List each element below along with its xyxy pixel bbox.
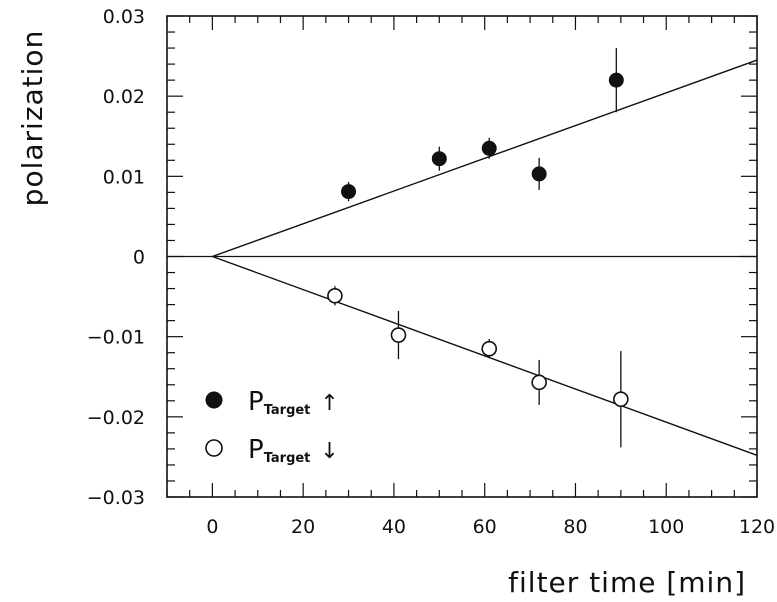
x-axis-title: filter time [min] — [508, 566, 746, 599]
fit-line-series-1 — [212, 59, 758, 258]
x-tick-label: 20 — [291, 516, 315, 538]
y-tick-label: −0.01 — [87, 327, 145, 349]
x-tick-label: 100 — [648, 516, 684, 538]
legend-label-arrow: ↓ — [320, 439, 338, 464]
fit-lines — [212, 59, 758, 456]
data-point-filled — [431, 151, 447, 167]
y-tick-label: 0 — [133, 247, 145, 269]
legend: PTarget ↑PTarget ↓ — [205, 387, 339, 466]
data-point-filled — [341, 184, 357, 200]
legend-label-main: P — [248, 387, 264, 417]
data-point-open — [327, 287, 343, 304]
legend-label-sub: Target — [264, 451, 311, 466]
legend-label-sub: Target — [264, 403, 311, 418]
ticks-layer — [166, 15, 758, 498]
tick-labels: 0 20 40 60 80 100 120 −0.03 −0.02 −0.01 0 0.01 0.02 0… — [87, 6, 775, 538]
data-point-open — [481, 340, 498, 357]
data-point-open — [531, 374, 547, 391]
x-tick-label: 80 — [563, 516, 587, 538]
y-tick-label: −0.02 — [87, 407, 145, 429]
data-point-filled — [481, 140, 497, 156]
data-point-open — [390, 327, 407, 343]
x-tick-label: 0 — [206, 516, 218, 538]
y-tick-label: 0.01 — [103, 166, 145, 188]
data-point-filled — [531, 166, 547, 182]
y-tick-label: −0.03 — [87, 487, 145, 509]
legend-marker-open — [205, 439, 223, 457]
legend-label-main: P — [248, 435, 264, 465]
y-axis-title: polarization — [16, 30, 49, 207]
data-point-open — [613, 391, 629, 407]
legend-label-arrow: ↑ — [320, 391, 338, 416]
fit-line-series-2 — [212, 255, 758, 456]
legend-label: PTarget ↓ — [248, 435, 339, 466]
data-point-filled — [608, 72, 624, 88]
x-tick-label: 120 — [739, 516, 775, 538]
legend-marker-filled — [205, 391, 223, 409]
x-tick-label: 60 — [473, 516, 497, 538]
x-tick-label: 40 — [382, 516, 406, 538]
data-points — [327, 48, 629, 448]
y-tick-label: 0.03 — [103, 6, 145, 28]
legend-label: PTarget ↑ — [248, 387, 339, 418]
y-tick-label: 0.02 — [103, 86, 145, 108]
